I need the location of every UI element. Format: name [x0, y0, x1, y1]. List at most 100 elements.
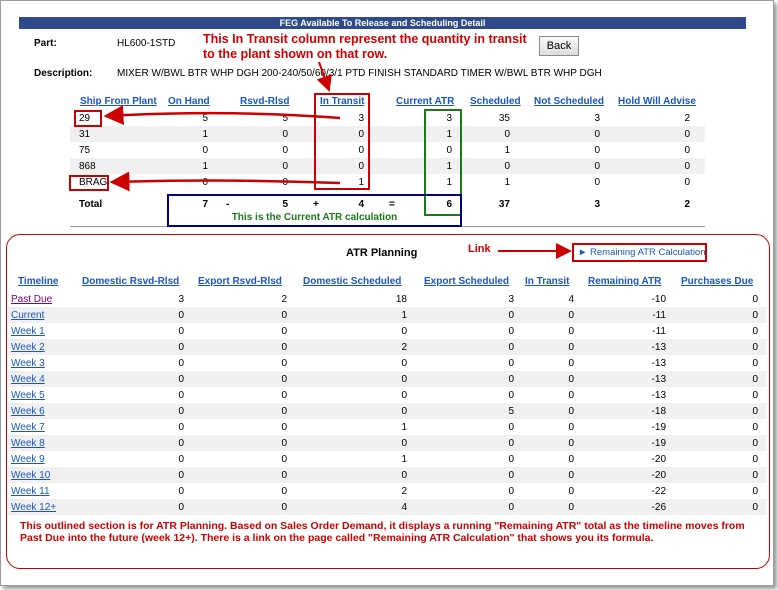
- plants-cell: 1: [504, 145, 510, 156]
- plants-cell: 0: [594, 177, 600, 188]
- timeline-link[interactable]: Week 12+: [11, 502, 57, 513]
- atr-cell: 0: [178, 326, 184, 337]
- atr-cell: 0: [568, 310, 574, 321]
- atr-planning-annotation: This outlined section is for ATR Plannin…: [20, 520, 745, 544]
- atr-cell: 0: [568, 342, 574, 353]
- atr-cell: 0: [401, 374, 407, 385]
- plants-header-0[interactable]: Ship From Plant: [80, 96, 157, 107]
- timeline-link[interactable]: Week 6: [11, 406, 45, 417]
- plants-header-1[interactable]: On Hand: [168, 96, 210, 107]
- plants-cell: 35: [498, 113, 510, 124]
- atr-cell: 0: [568, 390, 574, 401]
- atr-cell: 0: [508, 486, 514, 497]
- plants-cell: 0: [446, 145, 452, 156]
- atr-header-7[interactable]: Purchases Due: [681, 276, 754, 287]
- atr-header-0[interactable]: Timeline: [18, 276, 59, 287]
- atr-row: [8, 307, 766, 323]
- atr-cell: 0: [568, 374, 574, 385]
- atr-cell: 0: [568, 470, 574, 481]
- plants-header-7[interactable]: Hold Will Advise: [618, 96, 696, 107]
- atr-header-2[interactable]: Export Rsvd-Rlsd: [198, 276, 282, 287]
- timeline-link[interactable]: Week 5: [11, 390, 45, 401]
- atr-cell: 1: [401, 310, 407, 321]
- timeline-link[interactable]: Week 2: [11, 342, 45, 353]
- description-label: Description:: [34, 68, 93, 79]
- plants-header-5[interactable]: Scheduled: [470, 96, 521, 107]
- plants-cell: 3: [446, 113, 452, 124]
- atr-cell: -26: [651, 502, 666, 513]
- part-label: Part:: [34, 38, 57, 49]
- timeline-link[interactable]: Week 1: [11, 326, 45, 337]
- atr-cell: 0: [508, 310, 514, 321]
- link-annotation: Link: [468, 243, 491, 255]
- atr-cell: 0: [401, 438, 407, 449]
- remaining-atr-calculation-link[interactable]: ► Remaining ATR Calculation: [578, 247, 706, 258]
- atr-row: [8, 419, 766, 435]
- total-label: Total: [79, 199, 103, 210]
- atr-cell: -19: [651, 422, 666, 433]
- atr-cell: 1: [401, 454, 407, 465]
- atr-cell: 0: [178, 374, 184, 385]
- atr-cell: 0: [568, 454, 574, 465]
- atr-cell: 3: [178, 294, 184, 305]
- atr-cell: 0: [281, 486, 287, 497]
- timeline-link[interactable]: Week 10: [11, 470, 51, 481]
- atr-cell: 0: [752, 374, 758, 385]
- atr-header-1[interactable]: Domestic Rsvd-Rlsd: [82, 276, 180, 287]
- timeline-link[interactable]: Week 9: [11, 454, 45, 465]
- atr-row: [8, 403, 766, 419]
- atr-cell: 0: [281, 438, 287, 449]
- atr-cell: -11: [652, 310, 666, 321]
- plants-cell: 0: [594, 161, 600, 172]
- back-button[interactable]: Back: [539, 36, 579, 56]
- atr-cell: 0: [752, 294, 758, 305]
- plants-cell: 5: [202, 113, 208, 124]
- atr-cell: 0: [508, 502, 514, 513]
- atr-cell: 0: [752, 438, 758, 449]
- atr-header-5[interactable]: In Transit: [525, 276, 570, 287]
- plants-header-4[interactable]: Current ATR: [396, 96, 455, 107]
- plants-cell: 0: [358, 161, 364, 172]
- plants-header-6[interactable]: Not Scheduled: [534, 96, 605, 107]
- atr-cell: 0: [752, 358, 758, 369]
- page-title-bar: FEG Available To Release and Scheduling …: [19, 17, 746, 29]
- atr-cell: -10: [651, 294, 666, 305]
- plant-name: 868: [79, 161, 96, 172]
- atr-cell: -11: [652, 326, 666, 337]
- plants-cell: 1: [446, 161, 452, 172]
- atr-cell: 0: [508, 422, 514, 433]
- plants-row: [70, 174, 705, 190]
- total-current-atr: 6: [446, 199, 452, 210]
- atr-cell: 0: [752, 454, 758, 465]
- total-scheduled: 37: [498, 199, 510, 210]
- timeline-link[interactable]: Current: [11, 310, 45, 321]
- timeline-link[interactable]: Week 4: [11, 374, 45, 385]
- atr-cell: 0: [401, 406, 407, 417]
- atr-cell: 0: [508, 342, 514, 353]
- total-rsvd-rlsd: 5: [282, 199, 288, 210]
- description-value: MIXER W/BWL BTR WHP DGH 200-240/50/60/3/…: [117, 68, 602, 79]
- plants-header-3[interactable]: In Transit: [320, 96, 365, 107]
- total-not-scheduled: 3: [594, 199, 600, 210]
- atr-cell: 0: [178, 342, 184, 353]
- atr-cell: 0: [568, 326, 574, 337]
- plants-header-2[interactable]: Rsvd-Rlsd: [240, 96, 290, 107]
- timeline-link[interactable]: Past Due: [11, 294, 53, 305]
- total-op-plus: +: [313, 199, 319, 210]
- atr-cell: 0: [752, 406, 758, 417]
- atr-cell: 0: [401, 390, 407, 401]
- atr-cell: 0: [508, 470, 514, 481]
- atr-row: [8, 323, 766, 339]
- in-transit-column-highlight: [314, 93, 370, 190]
- atr-cell: 0: [281, 326, 287, 337]
- atr-cell: 0: [752, 470, 758, 481]
- atr-header-3[interactable]: Domestic Scheduled: [303, 276, 402, 287]
- atr-header-4[interactable]: Export Scheduled: [424, 276, 510, 287]
- atr-header-6[interactable]: Remaining ATR: [588, 276, 662, 287]
- timeline-link[interactable]: Week 3: [11, 358, 45, 369]
- timeline-link[interactable]: Week 7: [11, 422, 45, 433]
- plants-cell: 0: [504, 161, 510, 172]
- atr-cell: 2: [401, 342, 407, 353]
- timeline-link[interactable]: Week 11: [11, 486, 50, 497]
- timeline-link[interactable]: Week 8: [11, 438, 45, 449]
